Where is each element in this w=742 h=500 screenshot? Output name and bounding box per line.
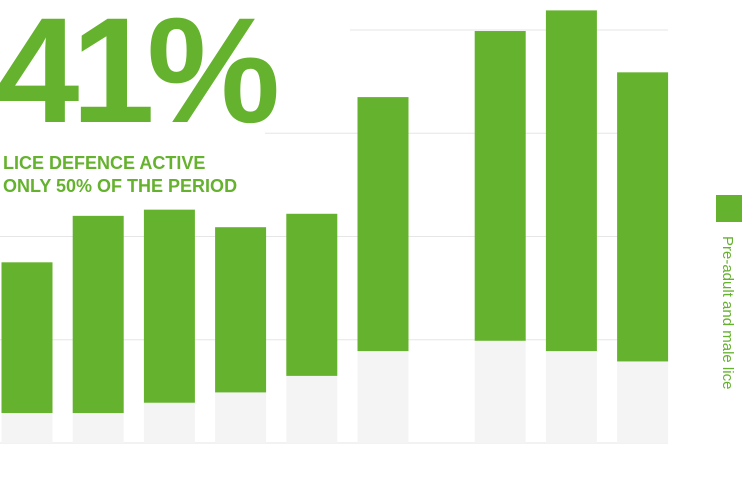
subtitle: ONLY 50% OF THE PERIOD [3, 176, 237, 196]
bar-segment [474, 31, 526, 341]
legend-swatch [716, 195, 742, 222]
bar-segment [215, 227, 267, 393]
bar-segment [1, 413, 53, 443]
subtitle: LICE DEFENCE ACTIVE [3, 153, 205, 173]
bars [1, 10, 669, 443]
bar-segment [215, 392, 267, 443]
bar-segment [617, 361, 669, 443]
bar-segment [474, 340, 526, 443]
headline: 41% [0, 0, 277, 154]
legend: Pre-adult and male lice [716, 195, 742, 389]
legend-label: Pre-adult and male lice [719, 236, 736, 389]
title-backdrop [0, 0, 350, 100]
bar-segment [72, 413, 124, 443]
bar-segment [72, 215, 124, 414]
bar-segment [545, 10, 597, 352]
bar-segment [357, 351, 409, 443]
bar-segment [357, 97, 409, 352]
bar-segment [1, 262, 53, 414]
bar-segment [143, 209, 195, 403]
bar-segment [617, 72, 669, 362]
title-backdrop [0, 100, 265, 200]
bar-segment [286, 213, 338, 376]
bar-segment [545, 351, 597, 443]
bar-segment [143, 402, 195, 443]
bar-segment [286, 375, 338, 443]
